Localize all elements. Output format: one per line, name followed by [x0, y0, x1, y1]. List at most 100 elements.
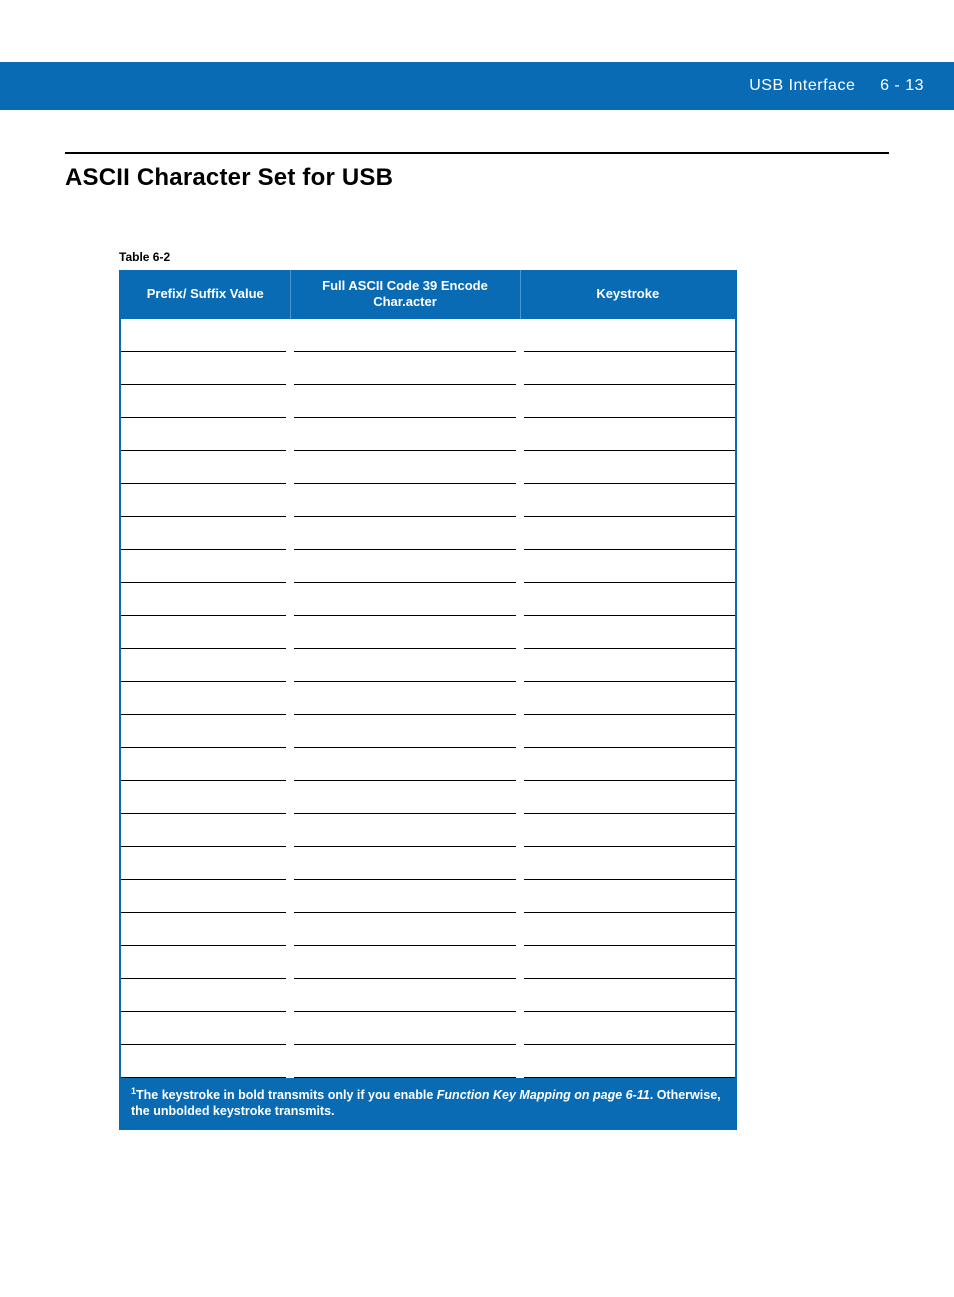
col-header-prefix: Prefix/ Suffix Value: [120, 270, 290, 319]
footnote-text-1: The keystroke in bold transmits only if …: [136, 1088, 437, 1102]
table-cell: [290, 649, 520, 682]
table-cell: [520, 781, 736, 814]
table-cell: [120, 682, 290, 715]
table-cell: [290, 484, 520, 517]
table-cell: [120, 649, 290, 682]
table-cell: [520, 715, 736, 748]
table-cell: [290, 550, 520, 583]
header-page-number: 6 - 13: [880, 77, 924, 94]
table-cell: [120, 319, 290, 352]
page-title: ASCII Character Set for USB: [65, 164, 889, 192]
table-cell: [290, 583, 520, 616]
table-row: [120, 979, 736, 1012]
table-cell: [290, 1045, 520, 1078]
table-cell: [120, 616, 290, 649]
table-row: [120, 913, 736, 946]
table-cell: [520, 451, 736, 484]
table-cell: [290, 781, 520, 814]
table-cell: [120, 913, 290, 946]
table-cell: [290, 517, 520, 550]
table-cell: [520, 1012, 736, 1045]
table-row: [120, 946, 736, 979]
table-cell: [290, 946, 520, 979]
table-cell: [290, 814, 520, 847]
table-cell: [520, 352, 736, 385]
table-cell: [520, 649, 736, 682]
table-cell: [290, 451, 520, 484]
col-header-encode: Full ASCII Code 39 Encode Char.acter: [290, 270, 520, 319]
table-cell: [290, 913, 520, 946]
table-cell: [520, 1045, 736, 1078]
header-section-title: USB Interface 6 - 13: [749, 77, 924, 95]
table-cell: [120, 1045, 290, 1078]
ascii-table: Prefix/ Suffix Value Full ASCII Code 39 …: [119, 270, 737, 1130]
table-cell: [120, 517, 290, 550]
table-cell: [520, 418, 736, 451]
table-cell: [520, 682, 736, 715]
table-cell: [520, 847, 736, 880]
table-cell: [290, 979, 520, 1012]
table-cell: [520, 550, 736, 583]
table-cell: [120, 847, 290, 880]
table-cell: [120, 781, 290, 814]
title-rule: [65, 152, 889, 154]
table-cell: [520, 946, 736, 979]
table-cell: [520, 583, 736, 616]
table-label: Table 6-2: [119, 250, 735, 264]
page-content: ASCII Character Set for USB Table 6-2 Pr…: [0, 152, 954, 1130]
table-row: [120, 484, 736, 517]
table-cell: [120, 715, 290, 748]
table-cell: [120, 748, 290, 781]
table-row: [120, 748, 736, 781]
table-row: [120, 352, 736, 385]
table-row: [120, 682, 736, 715]
table-cell: [120, 814, 290, 847]
table-row: [120, 583, 736, 616]
table-cell: [120, 946, 290, 979]
table-row: [120, 550, 736, 583]
table-cell: [520, 385, 736, 418]
ascii-table-body: [120, 319, 736, 1078]
table-cell: [290, 748, 520, 781]
footnote-italic: Function Key Mapping on page 6-11: [437, 1088, 650, 1102]
table-cell: [290, 616, 520, 649]
table-row: [120, 781, 736, 814]
table-cell: [120, 880, 290, 913]
table-cell: [290, 1012, 520, 1045]
table-row: [120, 451, 736, 484]
table-row: [120, 715, 736, 748]
table-cell: [290, 352, 520, 385]
table-row: [120, 517, 736, 550]
table-cell: [290, 847, 520, 880]
table-cell: [520, 913, 736, 946]
table-cell: [520, 979, 736, 1012]
table-row: [120, 880, 736, 913]
table-row: [120, 418, 736, 451]
table-cell: [520, 484, 736, 517]
table-row: [120, 1012, 736, 1045]
table-cell: [120, 451, 290, 484]
table-header-row: Prefix/ Suffix Value Full ASCII Code 39 …: [120, 270, 736, 319]
table-cell: [290, 715, 520, 748]
table-row: [120, 616, 736, 649]
table-cell: [120, 979, 290, 1012]
table-cell: [120, 583, 290, 616]
table-cell: [520, 880, 736, 913]
table-cell: [290, 319, 520, 352]
table-cell: [120, 1012, 290, 1045]
table-cell: [520, 814, 736, 847]
header-section: USB Interface: [749, 77, 855, 94]
table-row: [120, 319, 736, 352]
table-cell: [120, 550, 290, 583]
table-footnote-row: 1The keystroke in bold transmits only if…: [120, 1078, 736, 1130]
table-cell: [520, 517, 736, 550]
table-cell: [120, 484, 290, 517]
table-footnote-cell: 1The keystroke in bold transmits only if…: [120, 1078, 736, 1130]
table-row: [120, 847, 736, 880]
table-row: [120, 649, 736, 682]
page-header-bar: USB Interface 6 - 13: [0, 62, 954, 110]
table-cell: [290, 682, 520, 715]
table-cell: [520, 616, 736, 649]
table-row: [120, 814, 736, 847]
ascii-table-wrap: Table 6-2 Prefix/ Suffix Value Full ASCI…: [119, 250, 735, 1130]
